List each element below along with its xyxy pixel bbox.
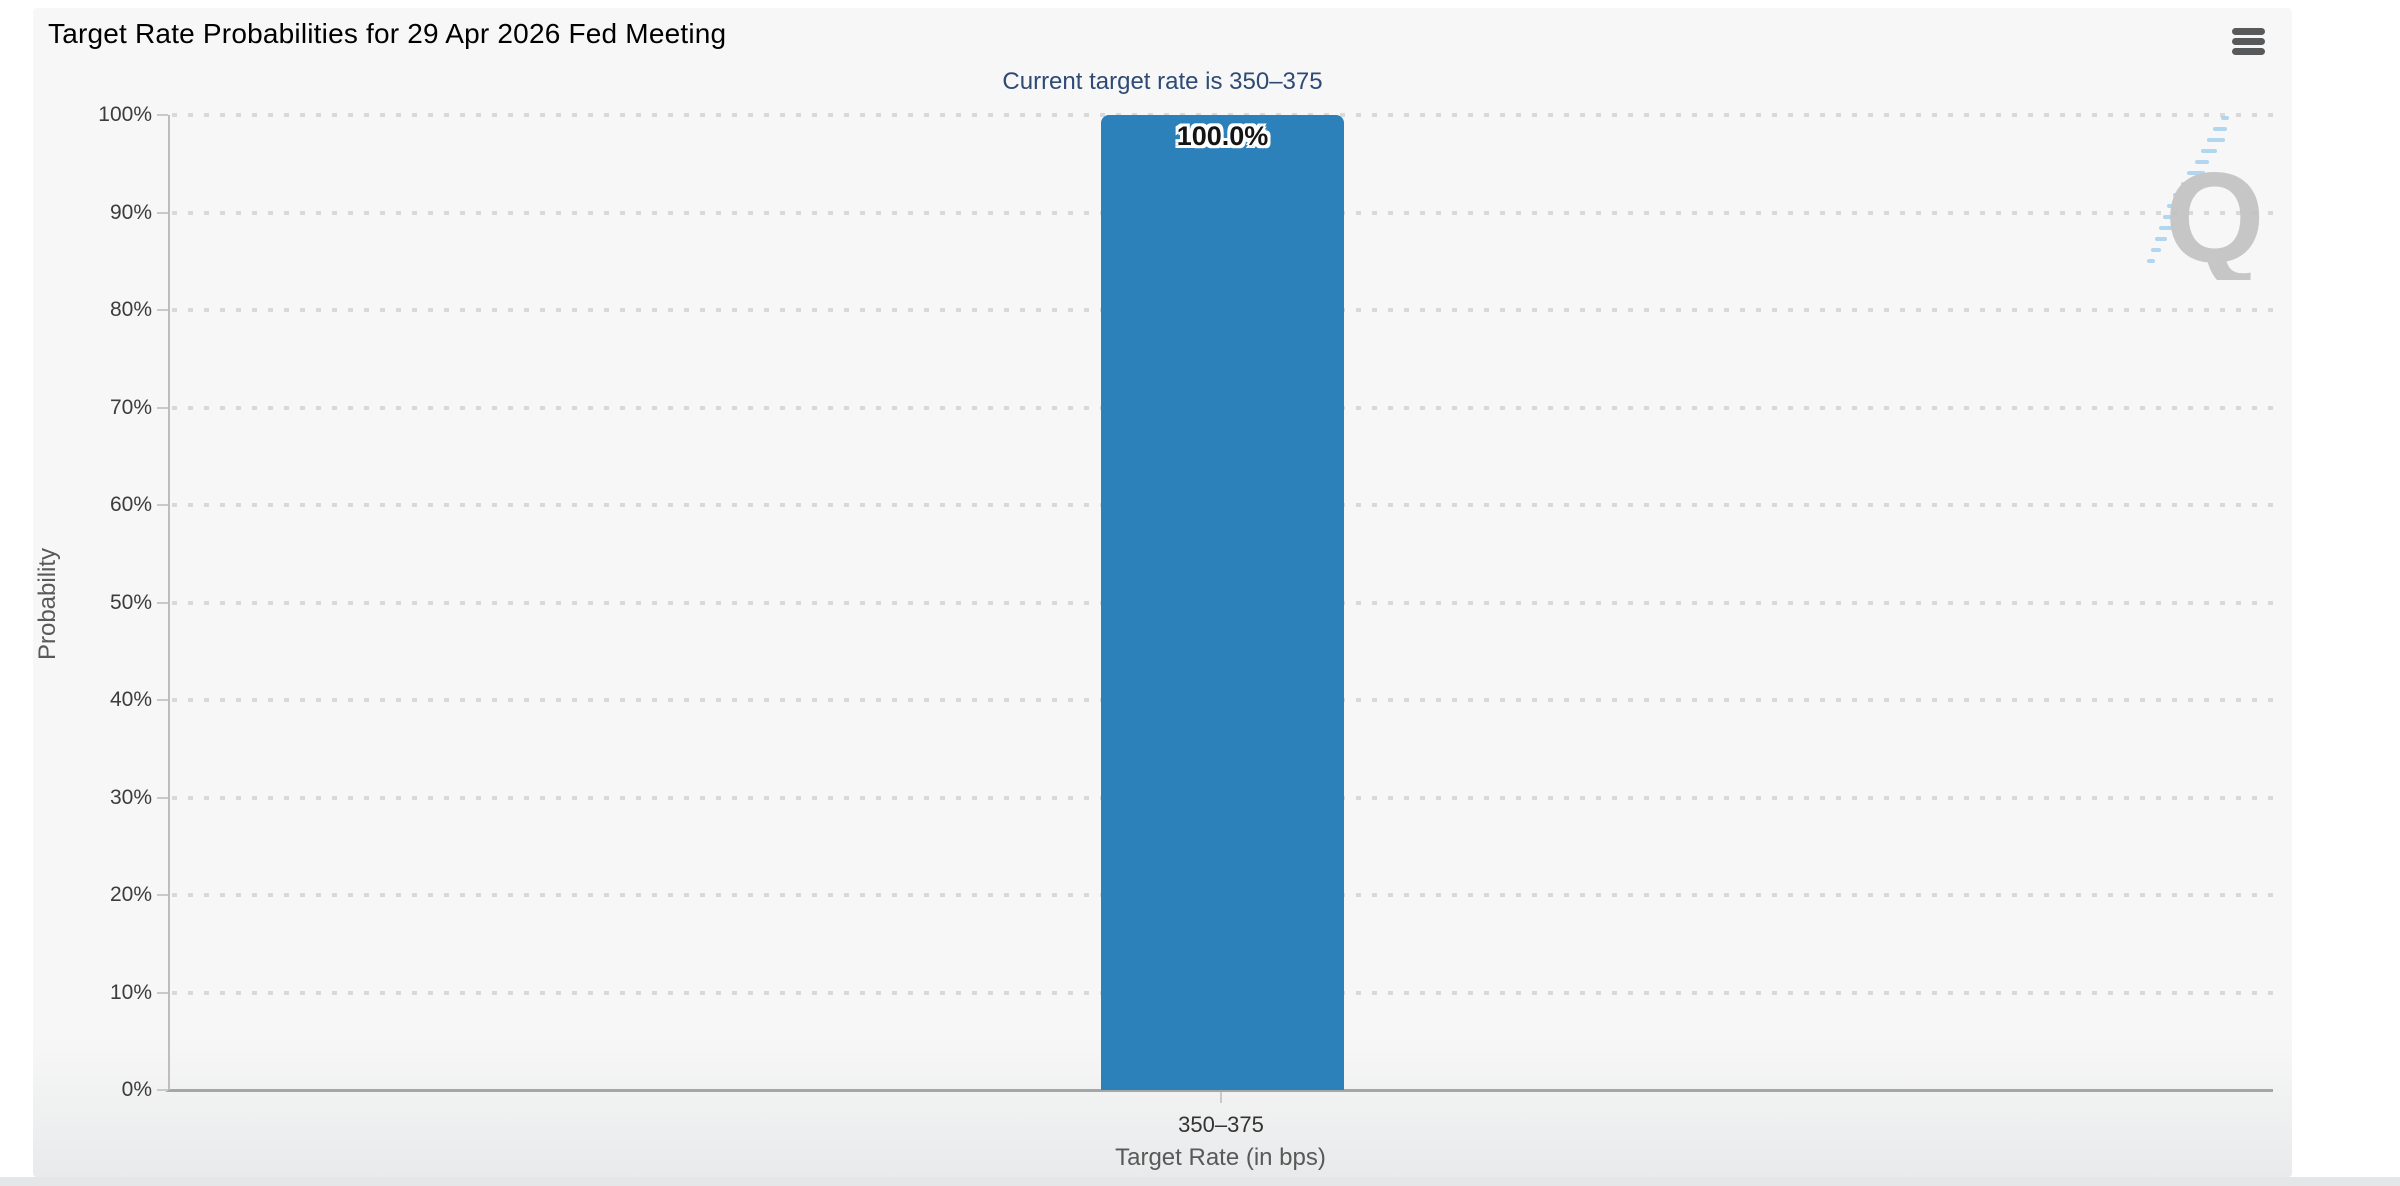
y-tick-mark bbox=[157, 309, 168, 311]
y-tick-label: 10% bbox=[109, 980, 152, 1004]
x-axis-line bbox=[166, 1089, 2273, 1092]
y-tick-mark bbox=[157, 406, 168, 409]
y-tick-mark bbox=[157, 894, 168, 896]
chart-subtitle: Current target rate is 350–375 bbox=[1002, 68, 1323, 95]
y-tick-mark bbox=[157, 699, 168, 701]
bottom-section-strip bbox=[0, 1177, 2400, 1186]
hamburger-menu-icon bbox=[2232, 48, 2265, 55]
y-tick-label: 50% bbox=[109, 590, 152, 614]
y-tick-label: 80% bbox=[109, 298, 152, 321]
y-tick-label: 20% bbox=[109, 883, 152, 906]
y-tick-label: 40% bbox=[109, 688, 152, 711]
y-tick-mark bbox=[157, 504, 168, 506]
y-tick-mark bbox=[157, 796, 168, 799]
x-tick-label: 350–375 bbox=[1178, 1112, 1264, 1137]
y-tick-mark bbox=[157, 114, 168, 116]
y-tick-mark bbox=[157, 991, 168, 994]
hamburger-menu-icon bbox=[2232, 38, 2265, 45]
y-tick-label: 30% bbox=[109, 785, 152, 809]
chart-context-menu-button[interactable] bbox=[2230, 26, 2267, 60]
page-title: Target Rate Probabilities for 29 Apr 202… bbox=[48, 18, 727, 49]
quikstrike-watermark-logo: Q bbox=[2147, 116, 2265, 280]
watermark-q-letter: Q bbox=[2165, 147, 2265, 280]
y-tick-mark bbox=[157, 211, 168, 214]
y-tick-label: 60% bbox=[109, 493, 152, 516]
bar-value-label: 100.0% bbox=[1176, 121, 1269, 151]
y-axis-title: Probability bbox=[34, 547, 61, 661]
y-tick-mark bbox=[157, 1089, 168, 1091]
x-tick-mark bbox=[1220, 1092, 1222, 1103]
y-tick-label: 100% bbox=[98, 103, 152, 126]
y-tick-label: 70% bbox=[109, 395, 152, 419]
y-tick-label: 90% bbox=[109, 200, 152, 224]
plot-area: 100.0% bbox=[168, 113, 2275, 1090]
column-bar[interactable]: 100.0% bbox=[1101, 115, 1344, 1090]
hamburger-menu-icon bbox=[2232, 28, 2265, 35]
y-tick-label: 0% bbox=[121, 1078, 152, 1101]
x-axis-title: Target Rate (in bps) bbox=[1115, 1144, 1326, 1171]
y-tick-mark bbox=[157, 601, 168, 604]
